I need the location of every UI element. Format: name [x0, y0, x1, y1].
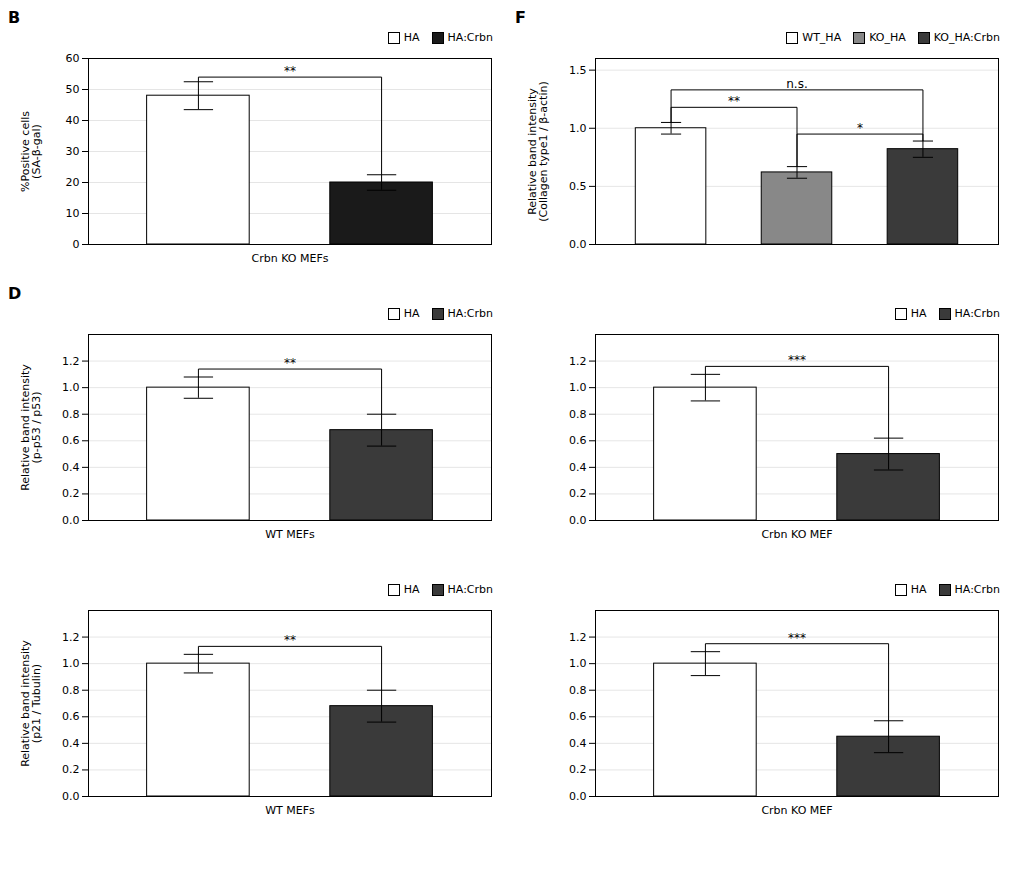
svg-text:1.2: 1.2	[62, 355, 80, 368]
svg-text:Relative band intensity(Collag: Relative band intensity(Collagen type1 /…	[526, 81, 550, 221]
html-text:HA:Crbn: HA:Crbn	[954, 306, 1000, 320]
svg-text:10: 10	[66, 207, 80, 220]
svg-text:60: 60	[66, 52, 80, 65]
svg-text:*: *	[857, 121, 863, 135]
html-text:F: F	[515, 8, 526, 27]
svg-text:***: ***	[788, 631, 806, 645]
svg-text:0.6: 0.6	[569, 434, 587, 447]
svg-text:0.8: 0.8	[62, 408, 80, 421]
svg-text:Relative band intensity(p-p53: Relative band intensity(p-p53 / p53)	[19, 364, 43, 491]
svg-text:1.2: 1.2	[569, 355, 587, 368]
svg-text:0.4: 0.4	[62, 461, 80, 474]
html-text:HA: HA	[403, 306, 420, 320]
html-text:WT_HA: WT_HA	[802, 30, 842, 44]
svg-text:0.0: 0.0	[62, 514, 80, 527]
html-text:HA:Crbn: HA:Crbn	[447, 582, 493, 596]
svg-text:0.6: 0.6	[62, 434, 80, 447]
svg-text:n.s.: n.s.	[786, 77, 808, 91]
svg-text:0.4: 0.4	[62, 737, 80, 750]
svg-text:**: **	[284, 356, 296, 370]
html-text:KO_HA:Crbn: KO_HA:Crbn	[933, 30, 1000, 44]
svg-text:0.4: 0.4	[569, 737, 587, 750]
svg-text:***: ***	[788, 353, 806, 367]
svg-text:1.0: 1.0	[569, 122, 587, 135]
svg-text:1.0: 1.0	[62, 657, 80, 670]
svg-text:0.8: 0.8	[569, 408, 587, 421]
svg-text:Crbn KO MEFs: Crbn KO MEFs	[252, 252, 329, 265]
svg-text:0.6: 0.6	[569, 710, 587, 723]
svg-text:1.0: 1.0	[569, 381, 587, 394]
html-text:HA: HA	[403, 582, 420, 596]
svg-text:1.2: 1.2	[569, 631, 587, 644]
svg-text:0.2: 0.2	[62, 487, 80, 500]
svg-text:40: 40	[66, 114, 80, 127]
html-text:HA:Crbn: HA:Crbn	[954, 582, 1000, 596]
svg-text:**: **	[284, 633, 296, 647]
svg-text:50: 50	[66, 83, 80, 96]
svg-text:**: **	[728, 94, 740, 108]
html-text:B: B	[8, 8, 21, 27]
svg-text:0.5: 0.5	[569, 180, 587, 193]
svg-text:0.0: 0.0	[569, 238, 587, 251]
svg-text:20: 20	[66, 176, 80, 189]
html-text:HA:Crbn: HA:Crbn	[447, 30, 493, 44]
svg-text:Relative band intensity(p21 /: Relative band intensity(p21 / Tubulin)	[19, 640, 43, 767]
svg-text:0: 0	[73, 238, 80, 251]
html-text:HA: HA	[910, 582, 927, 596]
svg-text:1.5: 1.5	[569, 64, 587, 77]
svg-text:1.0: 1.0	[569, 657, 587, 670]
svg-text:0.2: 0.2	[569, 487, 587, 500]
svg-text:1.2: 1.2	[62, 631, 80, 644]
svg-text:0.2: 0.2	[569, 763, 587, 776]
svg-text:**: **	[284, 64, 296, 78]
svg-text:0.8: 0.8	[62, 684, 80, 697]
html-text:HA:Crbn: HA:Crbn	[447, 306, 493, 320]
svg-text:0.0: 0.0	[62, 790, 80, 803]
svg-text:0.4: 0.4	[569, 461, 587, 474]
svg-text:0.0: 0.0	[569, 790, 587, 803]
svg-text:Crbn KO MEF: Crbn KO MEF	[761, 804, 832, 817]
svg-text:30: 30	[66, 145, 80, 158]
svg-text:1.0: 1.0	[62, 381, 80, 394]
svg-text:%Positive cells(SA-β-gal): %Positive cells(SA-β-gal)	[19, 111, 43, 192]
html-text:KO_HA: KO_HA	[869, 30, 906, 44]
svg-text:0.2: 0.2	[62, 763, 80, 776]
svg-text:WT MEFs: WT MEFs	[265, 528, 315, 541]
svg-text:0.8: 0.8	[569, 684, 587, 697]
html-text:HA: HA	[403, 30, 420, 44]
html-text:D: D	[8, 284, 22, 303]
svg-text:Crbn KO MEF: Crbn KO MEF	[761, 528, 832, 541]
svg-text:0.6: 0.6	[62, 710, 80, 723]
svg-text:0.0: 0.0	[569, 514, 587, 527]
html-text:HA: HA	[910, 306, 927, 320]
svg-text:WT MEFs: WT MEFs	[265, 804, 315, 817]
